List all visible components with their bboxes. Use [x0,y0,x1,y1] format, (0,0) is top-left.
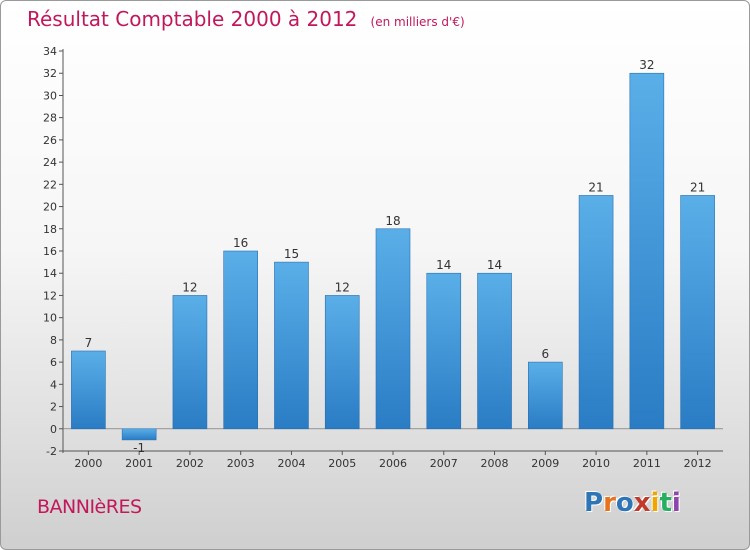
y-tick-label: 0 [50,423,57,436]
y-tick-label: 20 [43,201,57,214]
bar-2000 [71,350,106,430]
x-tick-label: 2012 [684,457,712,470]
data-label: 18 [385,214,400,228]
bar-2011 [629,72,665,430]
bar-2008 [477,272,512,430]
x-tick-label: 2005 [328,457,356,470]
y-tick-label: -2 [46,445,57,458]
logo-letter: t [659,488,672,518]
data-label: 21 [588,180,603,194]
x-tick-label: 2006 [379,457,407,470]
data-label: 14 [436,258,451,272]
y-tick-label: 14 [43,267,57,280]
chart-title: Résultat Comptable 2000 à 2012 [27,7,358,31]
bar-2012 [680,195,715,430]
data-label: -1 [133,441,145,455]
y-tick-label: 10 [43,312,57,325]
y-tick-label: 26 [43,134,57,147]
logo-letter: i [671,488,681,518]
logo-letter: r [603,488,616,518]
x-tick-label: 2010 [582,457,610,470]
proxiti-logo: Proxiti [584,488,681,518]
bar-2007 [426,272,462,430]
data-label: 21 [690,180,705,194]
bar-2006 [375,228,411,430]
bar-2002 [172,295,208,430]
logo-letter: o [615,488,634,518]
y-tick-label: 2 [50,401,57,414]
x-tick-label: 2007 [430,457,458,470]
data-label: 16 [233,236,248,250]
data-label: 12 [182,280,197,294]
bar-2001 [121,428,157,441]
bar-2005 [324,295,360,430]
x-tick-label: 2003 [227,457,255,470]
y-tick-label: 24 [43,156,57,169]
data-label: 15 [284,247,299,261]
bar-2009 [528,361,563,430]
data-label: 32 [639,58,654,72]
bar-2003 [223,250,258,430]
commune-name: BANNIèRES [37,496,142,518]
x-tick-label: 2008 [481,457,509,470]
x-tick-label: 2002 [176,457,204,470]
chart-subtitle: (en milliers d'€) [370,15,465,29]
x-tick-label: 2011 [633,457,661,470]
y-tick-label: 4 [50,378,57,391]
title-row: Résultat Comptable 2000 à 2012 (en milli… [27,7,465,31]
y-tick-label: 32 [43,67,57,80]
y-tick-label: 16 [43,245,57,258]
y-tick-label: 30 [43,89,57,102]
x-tick-label: 2000 [74,457,102,470]
x-tick-label: 2004 [277,457,305,470]
data-label: 7 [85,336,93,350]
y-tick-label: 34 [43,45,57,58]
bar-2004 [274,261,309,430]
logo-letter: i [650,488,660,518]
y-tick-label: 8 [50,334,57,347]
bar-2010 [578,195,614,430]
y-tick-label: 18 [43,223,57,236]
x-tick-label: 2009 [531,457,559,470]
data-label: 14 [487,258,502,272]
logo-letter: P [584,488,604,518]
y-tick-label: 28 [43,112,57,125]
logo-letter: x [633,488,651,518]
y-tick-label: 22 [43,178,57,191]
y-tick-label: 12 [43,289,57,302]
x-tick-label: 2001 [125,457,153,470]
data-label: 6 [541,347,549,361]
data-label: 12 [335,280,350,294]
y-tick-label: 6 [50,356,57,369]
